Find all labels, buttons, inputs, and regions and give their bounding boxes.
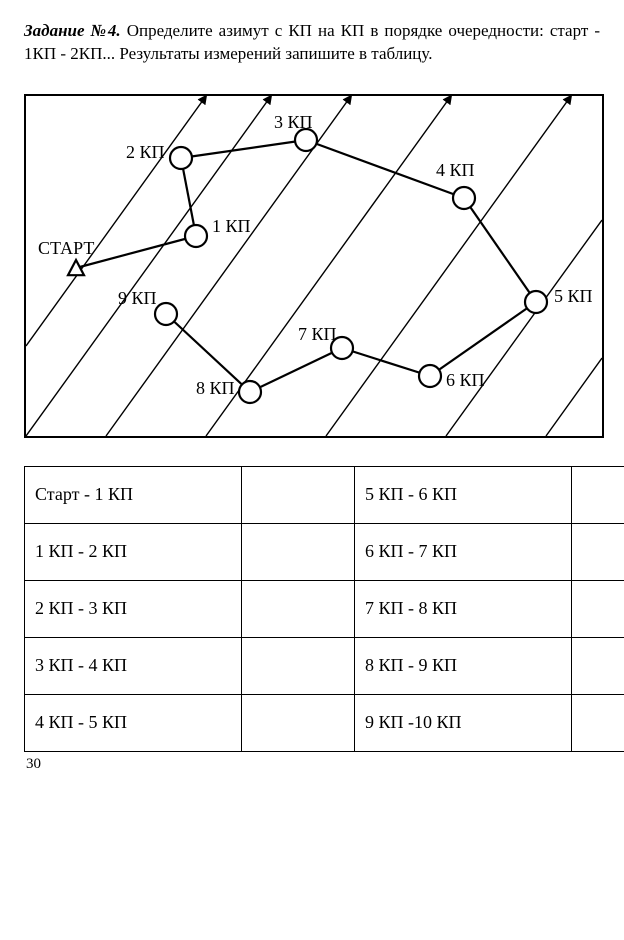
azimuth-diagram: 1 КП 2 КП 3 КП 4 КП 5 КП 6 КП 7 КП 8 КП 9 КП СТАР…: [24, 94, 604, 438]
value-cell-right: [572, 580, 624, 637]
segment-label-left: Старт - 1 КП: [25, 466, 242, 523]
svg-text:4 КП: 4 КП: [436, 160, 475, 180]
value-cell-right: [572, 637, 624, 694]
value-cell-left: [242, 637, 355, 694]
segment-label-left: 2 КП - 3 КП: [25, 580, 242, 637]
svg-text:1 КП: 1 КП: [212, 216, 251, 236]
value-cell-right: [572, 523, 624, 580]
segment-label-left: 3 КП - 4 КП: [25, 637, 242, 694]
task-text: Задание №4. Определите азимут с КП на КП…: [24, 20, 600, 66]
svg-text:7 КП: 7 КП: [298, 324, 337, 344]
value-cell-left: [242, 523, 355, 580]
azimuth-table: Старт - 1 КП 5 КП - 6 КП 1 КП - 2 КП 6 КП -…: [24, 466, 624, 752]
table-row: 1 КП - 2 КП 6 КП - 7 КП: [25, 523, 624, 580]
svg-text:3 КП: 3 КП: [274, 112, 313, 132]
value-cell-left: [242, 694, 355, 751]
value-cell-left: [242, 466, 355, 523]
svg-text:9 КП: 9 КП: [118, 288, 157, 308]
value-cell-right: [572, 694, 624, 751]
page-number: 30: [26, 756, 600, 773]
segment-label-left: 4 КП - 5 КП: [25, 694, 242, 751]
segment-label-right: 9 КП -10 КП: [355, 694, 572, 751]
segment-label-left: 1 КП - 2 КП: [25, 523, 242, 580]
svg-text:5 КП: 5 КП: [554, 286, 593, 306]
segment-label-right: 5 КП - 6 КП: [355, 466, 572, 523]
table-row: 2 КП - 3 КП 7 КП - 8 КП: [25, 580, 624, 637]
segment-label-right: 7 КП - 8 КП: [355, 580, 572, 637]
value-cell-right: [572, 466, 624, 523]
segment-label-right: 8 КП - 9 КП: [355, 637, 572, 694]
svg-text:2 КП: 2 КП: [126, 142, 165, 162]
table-row: 4 КП - 5 КП 9 КП -10 КП: [25, 694, 624, 751]
value-cell-left: [242, 580, 355, 637]
svg-text:8 КП: 8 КП: [196, 378, 235, 398]
table-row: 3 КП - 4 КП 8 КП - 9 КП: [25, 637, 624, 694]
segment-label-right: 6 КП - 7 КП: [355, 523, 572, 580]
table-row: Старт - 1 КП 5 КП - 6 КП: [25, 466, 624, 523]
svg-text:СТАРТ: СТАРТ: [38, 238, 94, 258]
task-label: Задание №4.: [24, 21, 121, 40]
svg-text:6 КП: 6 КП: [446, 370, 485, 390]
